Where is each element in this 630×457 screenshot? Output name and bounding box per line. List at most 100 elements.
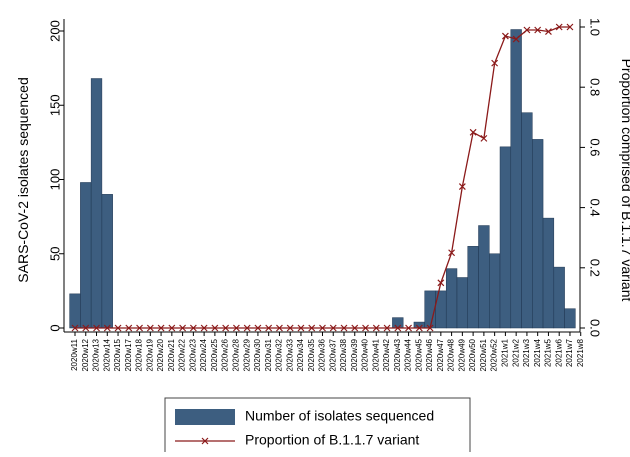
y-tick-label: 100	[47, 169, 62, 191]
bar	[564, 308, 576, 329]
line-marker	[71, 324, 79, 332]
y-tick-label: 150	[47, 94, 62, 116]
x-tick-label: 2020w15	[113, 338, 122, 371]
line-marker	[437, 279, 445, 287]
bar	[101, 194, 113, 329]
x-tick-label: 2020w39	[350, 338, 359, 371]
line-marker	[136, 324, 143, 332]
y-axis-label: SARS-CoV-2 isolates sequenced	[15, 77, 31, 282]
bar	[69, 293, 81, 329]
line-marker	[545, 28, 552, 35]
line-marker	[168, 324, 176, 332]
x-tick-label: 2020w19	[145, 338, 154, 371]
x-tick-label: 2020w13	[92, 338, 101, 371]
line-marker	[534, 26, 542, 34]
line-marker	[329, 324, 337, 332]
x-tick-label: 2020w49	[457, 338, 466, 371]
bar	[510, 29, 522, 329]
line-marker	[383, 324, 391, 332]
x-tick-label: 2020w42	[382, 338, 391, 371]
y2-tick-label: 0.6	[588, 138, 603, 156]
x-tick-label: 2020w47	[436, 338, 445, 371]
x-tick-label: 2021w2	[511, 338, 520, 367]
line-marker	[512, 35, 520, 43]
bar	[521, 112, 533, 329]
line-marker	[82, 324, 90, 332]
bar	[489, 253, 501, 329]
x-tick-label: 2020w52	[490, 338, 499, 371]
line-marker	[222, 324, 230, 332]
x-tick-label: 2020w38	[339, 338, 348, 371]
x-tick-label: 2020w46	[425, 338, 434, 371]
x-tick-label: 2020w32	[275, 338, 284, 371]
x-tick-label: 2020w11	[70, 338, 79, 370]
line-marker	[297, 324, 305, 332]
line-marker	[200, 324, 208, 332]
x-tick-label: 2020w29	[242, 338, 251, 371]
bar	[456, 277, 468, 329]
line-marker	[491, 59, 499, 67]
x-tick-label: 2020w33	[285, 338, 294, 371]
legend-swatch	[175, 409, 235, 425]
line-marker	[372, 324, 380, 332]
line-marker	[114, 324, 122, 332]
line-marker	[276, 324, 283, 332]
line-marker	[555, 23, 563, 31]
x-tick-label: 2020w17	[124, 338, 133, 371]
line-marker	[415, 324, 423, 332]
x-tick-label: 2020w34	[296, 338, 305, 371]
line-marker	[189, 324, 197, 332]
legend-box	[164, 397, 471, 457]
line-marker	[103, 324, 111, 332]
line-marker	[523, 26, 531, 34]
line-marker	[448, 249, 456, 257]
x-tick-label: 2020w40	[361, 338, 370, 371]
line-marker	[308, 324, 316, 332]
x-tick-label: 2020w51	[479, 338, 488, 371]
line-marker	[340, 324, 348, 332]
x-tick-label: 2020w26	[221, 338, 230, 371]
bar	[553, 266, 565, 329]
x-tick-label: 2020w50	[468, 338, 477, 371]
bar	[542, 217, 555, 329]
x-tick-label: 2020w30	[253, 338, 262, 371]
x-tick-label: 2021w5	[544, 338, 553, 367]
bar	[413, 321, 425, 329]
line-marker	[125, 324, 133, 332]
y-tick-label: 200	[47, 20, 62, 42]
legend-label: Proportion of B.1.1.7 variant	[245, 432, 419, 448]
line-marker	[501, 32, 509, 40]
x-tick-label: 2020w23	[188, 338, 197, 371]
line-marker	[146, 324, 154, 332]
bar	[467, 246, 479, 329]
line-marker	[179, 324, 187, 332]
x-tick-label: 2020w22	[178, 338, 187, 371]
bar	[445, 268, 458, 329]
line-marker	[480, 134, 488, 142]
y2-tick-label: 0.0	[588, 319, 603, 337]
line-marker	[426, 324, 434, 332]
line-marker	[458, 183, 466, 190]
x-tick-label: 2021w7	[565, 338, 574, 367]
line-marker	[286, 324, 294, 332]
x-tick-label: 2020w41	[371, 338, 380, 371]
legend-label: Number of isolates sequenced	[245, 408, 434, 424]
x-tick-label: 2020w20	[156, 338, 165, 371]
line-marker	[265, 324, 273, 332]
x-tick-label: 2021w1	[501, 338, 510, 367]
line-marker	[157, 324, 165, 332]
line-marker	[469, 128, 477, 136]
y-tick-label: 50	[47, 247, 62, 261]
y2-tick-label: 0.4	[588, 199, 603, 217]
line-marker	[394, 324, 402, 332]
line-marker	[254, 324, 262, 332]
x-tick-label: 2020w36	[318, 338, 327, 371]
line-marker	[211, 324, 219, 332]
line-marker	[566, 23, 574, 31]
x-tick-label: 2021w3	[522, 338, 531, 367]
x-tick-label: 2020w18	[135, 338, 144, 371]
line-marker	[243, 324, 251, 332]
legend-marker	[201, 437, 209, 445]
x-tick-label: 2020w45	[414, 338, 423, 371]
